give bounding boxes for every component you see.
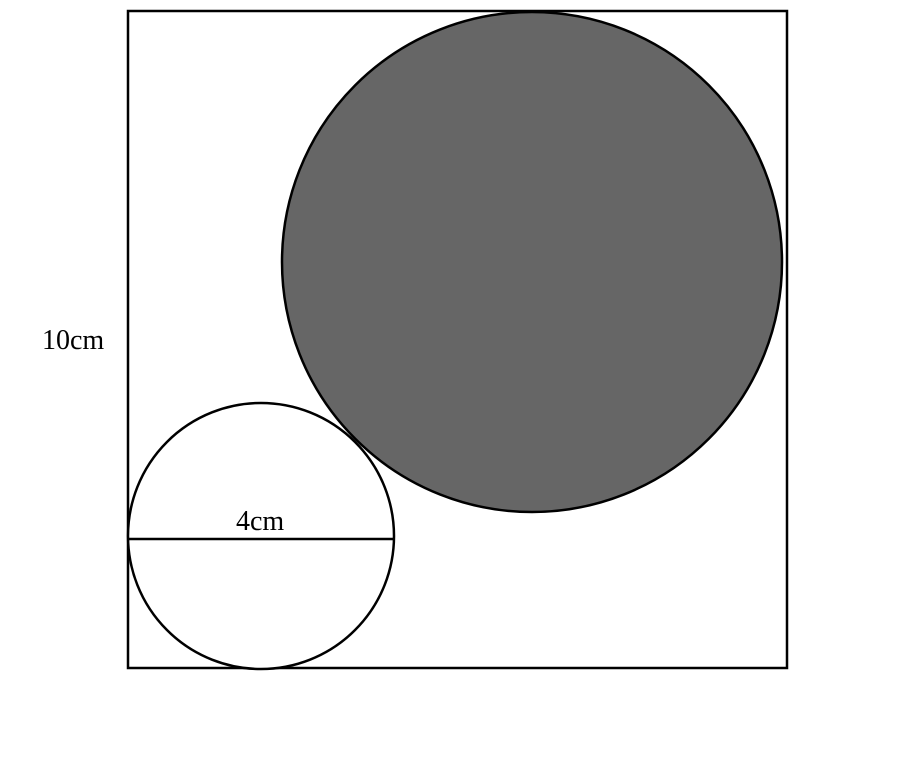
side-length-label: 10cm (42, 325, 104, 356)
large-shaded-circle (280, 10, 784, 514)
diameter-label: 4cm (236, 506, 284, 537)
small-circle (126, 401, 396, 671)
